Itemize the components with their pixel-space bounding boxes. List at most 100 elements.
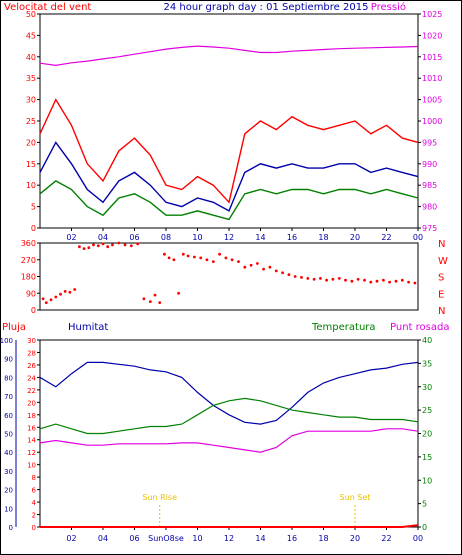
x-tick-label: 04 [98,534,108,543]
temp-tick-label: 35 [422,359,432,368]
rain-tick-label: 20 [27,399,36,407]
pressure-tick-label: 1025 [422,10,442,19]
direction-point [82,247,86,251]
direction-point [388,280,391,284]
x-tick-label: 16 [287,233,297,242]
x-tick-label: 02 [66,233,76,242]
direction-point [300,276,303,279]
humidity-tick-label: 70 [4,393,13,401]
compass-label: N [438,239,445,250]
direction-point [243,265,247,269]
rain-tick-label: 14 [27,437,36,445]
humidity-tick-label: 10 [4,505,13,513]
rain-tick-label: 4 [32,499,37,507]
direction-point [153,293,157,297]
compass-label: W [438,256,448,267]
direction-point [262,267,265,271]
series-line-gust [39,98,419,204]
rain-tick-label: 0 [32,524,36,532]
pressure-tick-label: 1010 [422,74,442,83]
direction-point [331,277,335,281]
direction-point [356,277,360,281]
direction-point [344,278,347,282]
direction-point [129,244,133,248]
x-tick-label: 06 [129,534,139,543]
direction-point [68,290,72,294]
direction-point [293,275,297,278]
x-tick-label: 00 [413,534,423,543]
direction-point [142,297,146,301]
x-tick-label: 00 [413,233,423,242]
compass-label: E [438,289,444,300]
direction-point [59,292,62,296]
temp-tick-label: 40 [422,336,432,345]
direction-point [87,246,91,250]
humidity-temperature-plot: 0102030405060708090100024681012141618202… [0,336,432,543]
direction-point [337,277,341,280]
direction-point [199,256,203,260]
direction-point [287,273,291,276]
pressure-tick-label: 985 [422,181,437,190]
rain-tick-label: 28 [27,349,36,357]
series-line-humidity [39,361,419,425]
pressure-tick-label: 1000 [422,117,442,126]
direction-point [306,277,310,280]
wind-tick-label: 40 [26,53,36,62]
x-tick-label: 12 [224,233,234,242]
direction-point [281,271,284,275]
direction-point [375,279,379,283]
direction-point [49,298,53,302]
series-line-speed [39,141,419,212]
humidity-tick-label: 40 [4,449,13,457]
humidity-tick-label: 50 [4,431,13,439]
direction-point [111,243,114,247]
wind-tick-label: 0 [31,224,36,233]
wind-tick-label: 45 [26,31,36,40]
chart-title: 24 hour graph day : 01 Septiembre 2015 [164,2,369,13]
humidity-tick-label: 0 [9,524,13,532]
temp-tick-label: 25 [422,406,432,415]
rain-tick-label: 24 [27,374,36,382]
x-tick-label: 10 [192,534,202,543]
x-tick-label: 04 [98,233,108,242]
series-line-pressure [39,45,419,67]
temp-tick-label: 20 [422,430,432,439]
direction-point [158,301,162,304]
x-tick-label: 06 [129,233,139,242]
x-tick-label: 12 [224,534,234,543]
direction-point [369,280,373,284]
humidity-tick-label: 30 [4,468,13,476]
direction-point [268,265,272,269]
rain-tick-label: 16 [27,424,36,432]
wind-tick-label: 15 [26,160,36,169]
series-line-min [39,180,419,221]
direction-point [193,255,196,259]
humidity-tick-label: 60 [4,412,13,420]
x-tick-label: 22 [381,534,391,543]
rain-tick-label: 12 [27,449,36,457]
pressure-label: Pressió [371,1,406,13]
direction-point [148,300,152,303]
direction-point [186,254,190,258]
x-tick-label: 18 [318,233,328,242]
direction-tick-label: 360 [21,239,36,248]
x-tick-label: 02 [66,534,76,543]
wind-tick-label: 5 [31,203,36,212]
wind-tick-label: 30 [26,96,36,105]
pressure-tick-label: 1005 [422,96,442,105]
wind-tick-label: 25 [26,117,36,126]
direction-tick-label: 0 [31,306,36,315]
x-tick-label: 20 [350,233,360,242]
direction-point [274,269,278,273]
dewpoint-label: Punt rosada [390,322,449,333]
direction-point [172,258,176,262]
pressure-tick-label: 1020 [422,31,442,40]
rain-tick-label: 18 [27,412,36,420]
direction-point [117,241,121,245]
wind-tick-label: 20 [26,138,36,147]
series-line-dewpoint [39,428,419,453]
pressure-tick-label: 980 [422,203,437,212]
rain-tick-label: 8 [32,474,36,482]
